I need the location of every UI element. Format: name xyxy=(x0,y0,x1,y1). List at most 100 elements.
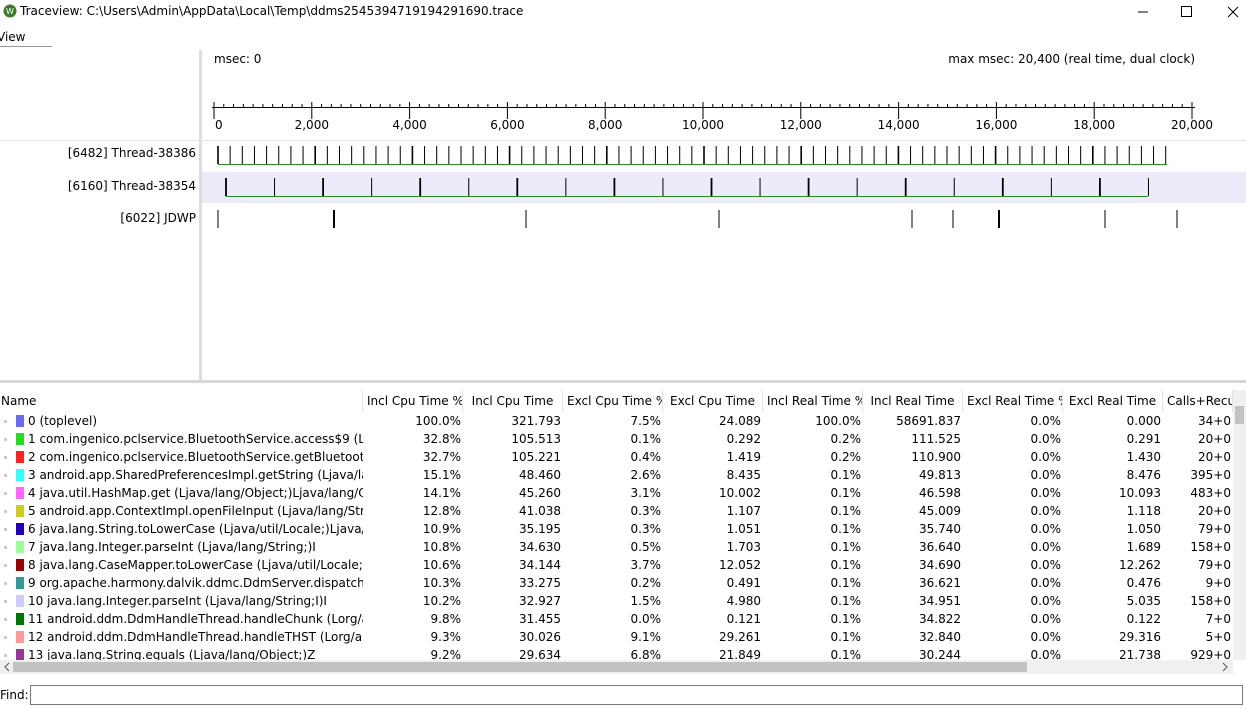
name-cell: 12 android.ddm.DdmHandleThread.handleTHS… xyxy=(28,630,363,644)
ruler-label: 0 xyxy=(215,118,223,132)
name-cell: 1 com.ingenico.pclservice.BluetoothServi… xyxy=(28,432,363,446)
value-cell: 3.1% xyxy=(630,486,662,500)
value-cell: 21.738 xyxy=(1119,648,1161,660)
value-cell: 105.221 xyxy=(511,450,561,464)
menu-view[interactable]: View xyxy=(0,30,26,44)
value-cell: 0.0% xyxy=(1030,432,1062,446)
value-cell: 1.118 xyxy=(1126,504,1161,518)
value-cell: 0.000 xyxy=(1126,414,1161,428)
vertical-scrollbar[interactable] xyxy=(1233,390,1246,660)
tree-arrow xyxy=(4,618,7,621)
value-cell: 0.491 xyxy=(726,576,761,590)
table-row[interactable]: 3 android.app.SharedPreferencesImpl.getS… xyxy=(0,466,1233,484)
svg-text:W: W xyxy=(6,7,14,16)
find-input[interactable] xyxy=(30,685,1243,705)
value-cell: 0.0% xyxy=(1030,468,1062,482)
window-controls[interactable] xyxy=(1120,0,1246,24)
value-cell: 2.6% xyxy=(630,468,662,482)
value-cell: 34.630 xyxy=(519,540,561,554)
table-row[interactable]: 8 java.lang.CaseMapper.toLowerCase (Ljav… xyxy=(0,556,1233,574)
tree-arrow xyxy=(4,564,7,567)
value-cell: 929+0 xyxy=(1190,648,1231,660)
color-swatch xyxy=(16,577,24,589)
min-msec: msec: 0 xyxy=(214,52,262,66)
ruler-label: 6,000 xyxy=(490,118,524,132)
pane-divider xyxy=(0,380,1246,383)
column-header[interactable]: Incl Cpu Time % xyxy=(363,390,463,412)
column-header[interactable]: Excl Cpu Time xyxy=(663,390,763,412)
value-cell: 0.1% xyxy=(830,468,862,482)
value-cell: 110.900 xyxy=(911,450,961,464)
value-cell: 35.740 xyxy=(919,522,961,536)
value-cell: 8.435 xyxy=(726,468,761,482)
horizontal-scrollbar[interactable] xyxy=(0,660,1233,674)
name-cell: 4 java.util.HashMap.get (Ljava/lang/Obje… xyxy=(28,486,363,500)
table-row[interactable]: 7 java.lang.Integer.parseInt (Ljava/lang… xyxy=(0,538,1233,556)
table-row[interactable]: 12 android.ddm.DdmHandleThread.handleTHS… xyxy=(0,628,1233,646)
column-header[interactable]: Excl Real Time xyxy=(1063,390,1163,412)
table-row[interactable]: 10 java.lang.Integer.parseInt (Ljava/lan… xyxy=(0,592,1233,610)
value-cell: 10.093 xyxy=(1119,486,1161,500)
value-cell: 0.0% xyxy=(1030,540,1062,554)
tree-arrow xyxy=(4,456,7,459)
value-cell: 58691.837 xyxy=(896,414,961,428)
value-cell: 0.3% xyxy=(630,522,662,536)
value-cell: 20+0 xyxy=(1198,432,1231,446)
value-cell: 395+0 xyxy=(1190,468,1231,482)
value-cell: 1.051 xyxy=(726,522,761,536)
name-cell: 0 (toplevel) xyxy=(28,414,98,428)
name-cell: 10 java.lang.Integer.parseInt (Ljava/lan… xyxy=(28,594,327,608)
name-cell: 11 android.ddm.DdmHandleThread.handleChu… xyxy=(28,612,363,626)
value-cell: 0.0% xyxy=(1030,630,1062,644)
color-swatch xyxy=(16,523,24,535)
value-cell: 29.316 xyxy=(1119,630,1161,644)
value-cell: 0.0% xyxy=(1030,414,1062,428)
ruler-label: 10,000 xyxy=(682,118,724,132)
column-header[interactable]: Incl Cpu Time xyxy=(463,390,563,412)
tree-arrow xyxy=(4,654,7,657)
column-header[interactable]: Name xyxy=(0,390,363,412)
value-cell: 36.621 xyxy=(919,576,961,590)
column-header[interactable]: Incl Real Time xyxy=(863,390,963,412)
app-icon: W xyxy=(3,4,17,18)
column-header[interactable]: Excl Real Time % xyxy=(963,390,1063,412)
value-cell: 35.195 xyxy=(519,522,561,536)
separator xyxy=(0,140,1246,141)
color-swatch xyxy=(16,649,24,660)
column-header[interactable]: Incl Real Time % xyxy=(763,390,863,412)
value-cell: 32.8% xyxy=(422,432,461,446)
tree-arrow xyxy=(4,636,7,639)
value-cell: 15.1% xyxy=(422,468,461,482)
column-header[interactable]: Excl Cpu Time % xyxy=(563,390,663,412)
table-row[interactable]: 1 com.ingenico.pclservice.BluetoothServi… xyxy=(0,430,1233,448)
value-cell: 0.1% xyxy=(830,576,862,590)
table-row[interactable]: 2 com.ingenico.pclservice.BluetoothServi… xyxy=(0,448,1233,466)
table-row[interactable]: 5 android.app.ContextImpl.openFileInput … xyxy=(0,502,1233,520)
value-cell: 158+0 xyxy=(1190,540,1231,554)
value-cell: 45.009 xyxy=(919,504,961,518)
splitter xyxy=(199,50,202,380)
value-cell: 12.262 xyxy=(1119,558,1161,572)
table-row[interactable]: 11 android.ddm.DdmHandleThread.handleChu… xyxy=(0,610,1233,628)
table-row[interactable]: 0 (toplevel) 100.0% 321.793 7.5% 24.089 100.0… xyxy=(0,412,1233,430)
timeline-graphics: 0 2,000 4,000 6,000 8,000 10,000 12,000 14,000 1… xyxy=(68,102,1213,228)
value-cell: 30.244 xyxy=(919,648,961,660)
table-row[interactable]: 9 org.apache.harmony.dalvik.ddmc.DdmServ… xyxy=(0,574,1233,592)
value-cell: 5+0 xyxy=(1205,630,1231,644)
name-cell: 6 java.lang.String.toLowerCase (Ljava/ut… xyxy=(28,522,363,536)
table-row[interactable]: 13 java.lang.String.equals (Ljava/lang/O… xyxy=(0,646,1233,660)
profile-table: Name Incl Cpu Time % Incl Cpu Time Excl Cpu… xyxy=(0,390,1233,660)
color-swatch xyxy=(16,415,24,427)
table-row[interactable]: 6 java.lang.String.toLowerCase (Ljava/ut… xyxy=(0,520,1233,538)
value-cell: 7+0 xyxy=(1205,612,1231,626)
column-header[interactable]: Calls+Recur xyxy=(1163,390,1233,412)
value-cell: 32.840 xyxy=(919,630,961,644)
name-cell: 5 android.app.ContextImpl.openFileInput … xyxy=(28,504,363,518)
table-row[interactable]: 4 java.util.HashMap.get (Ljava/lang/Obje… xyxy=(0,484,1233,502)
value-cell: 0.1% xyxy=(830,522,862,536)
color-swatch xyxy=(16,541,24,553)
ruler-label: 16,000 xyxy=(975,118,1017,132)
value-cell: 30.026 xyxy=(519,630,561,644)
value-cell: 0.1% xyxy=(830,648,862,660)
value-cell: 483+0 xyxy=(1190,486,1231,500)
